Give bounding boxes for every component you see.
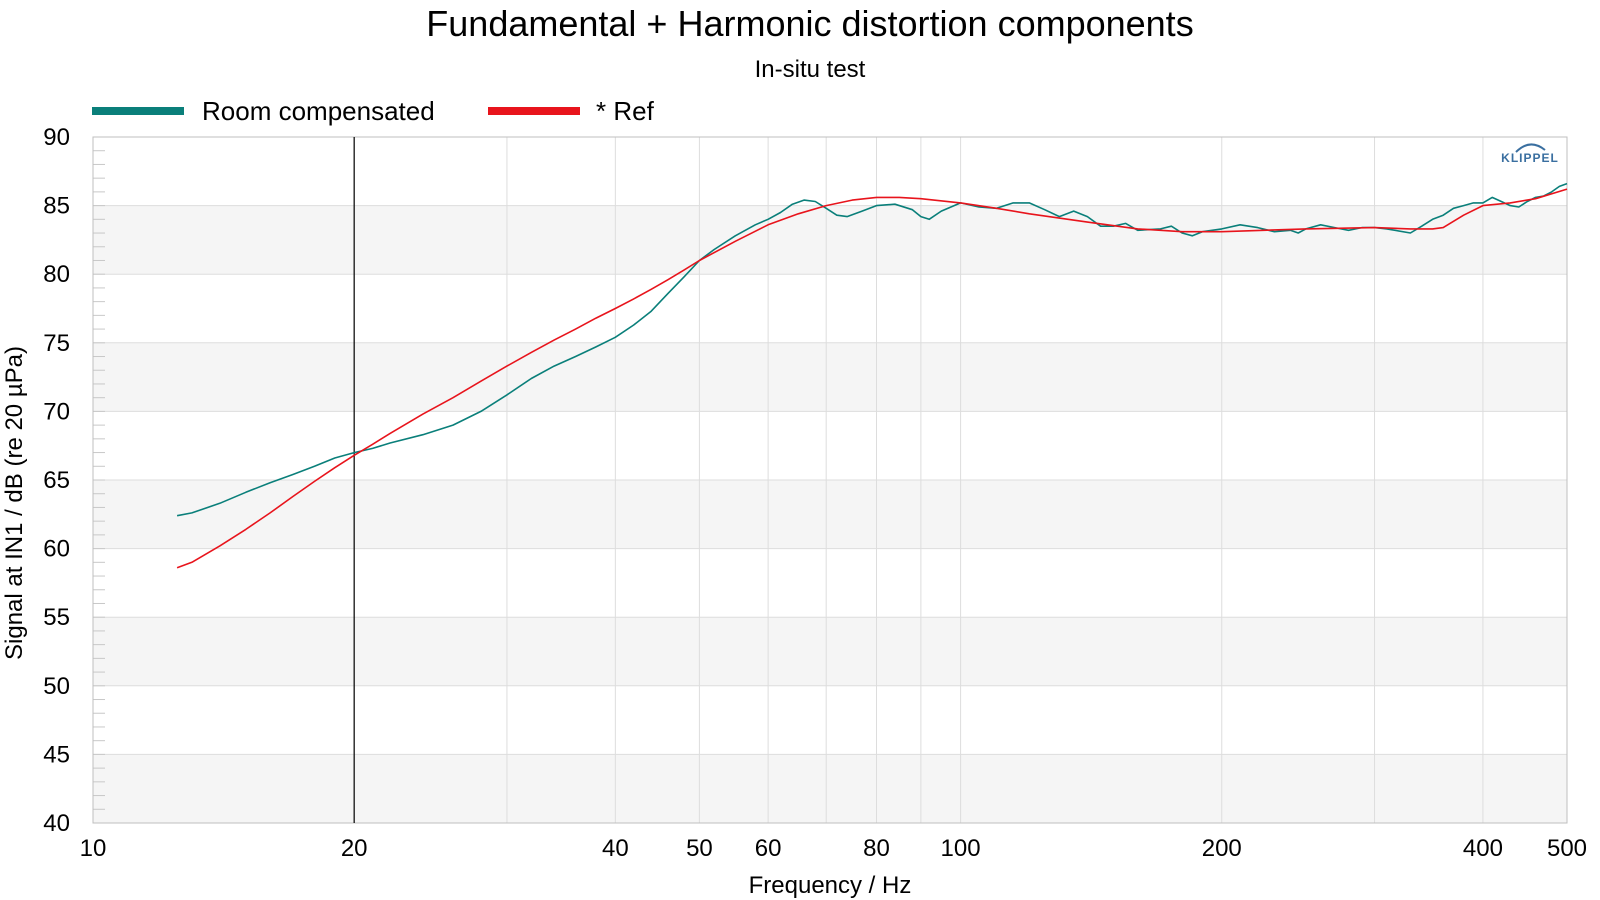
- plot-band: [93, 411, 1567, 480]
- y-tick-label: 60: [43, 536, 70, 563]
- x-tick-label: 500: [1547, 835, 1587, 862]
- y-tick-label: 85: [43, 193, 70, 220]
- series-lines: [176, 182, 1568, 569]
- x-tick-label: 400: [1463, 835, 1503, 862]
- legend-label-room-compensated: Room compensated: [202, 96, 435, 126]
- klippel-logo: KLIPPEL: [1501, 143, 1559, 165]
- y-tick-label: 45: [43, 741, 70, 768]
- series-line-ref: [176, 188, 1568, 569]
- plot-frame: [92, 136, 1568, 824]
- logo-arc-icon: [1515, 143, 1546, 153]
- x-tick-label: 100: [941, 835, 981, 862]
- y-axis-label: Signal at IN1 / dB (re 20 µPa): [1, 346, 28, 660]
- y-tick-label: 90: [43, 124, 70, 151]
- plot-band: [93, 274, 1567, 343]
- logo-text: KLIPPEL: [1501, 151, 1559, 165]
- plot-band: [93, 617, 1567, 686]
- y-minor-ticks: [93, 136, 105, 824]
- chart-title: Fundamental + Harmonic distortion compon…: [426, 3, 1193, 44]
- x-tick-label: 60: [755, 835, 782, 862]
- x-tick-labels: 10 20 40 50 60 80 100 200 400 500: [80, 835, 1587, 862]
- chart-subtitle: In-situ test: [755, 56, 866, 83]
- y-tick-label: 65: [43, 467, 70, 494]
- x-tick-label: 50: [686, 835, 713, 862]
- x-tick-label: 20: [341, 835, 368, 862]
- plot-band: [93, 205, 1567, 275]
- series-line-room-compensated: [176, 182, 1568, 517]
- plot-band: [93, 754, 1567, 823]
- legend-swatch-ref: [488, 107, 580, 115]
- plot-band: [93, 342, 1567, 412]
- y-tick-label: 55: [43, 604, 70, 631]
- x-tick-label: 80: [863, 835, 890, 862]
- y-tick-label: 70: [43, 398, 70, 425]
- x-tick-label: 40: [602, 835, 629, 862]
- y-tick-label: 50: [43, 673, 70, 700]
- legend: Room compensated * Ref: [92, 96, 655, 126]
- plot-band: [93, 480, 1567, 549]
- y-tick-label: 75: [43, 330, 70, 357]
- y-tick-label: 80: [43, 261, 70, 288]
- plot-band: [93, 685, 1567, 755]
- x-axis-label: Frequency / Hz: [749, 872, 912, 899]
- legend-swatch-room-compensated: [92, 107, 184, 115]
- y-tick-label: 40: [43, 810, 70, 837]
- x-tick-label: 10: [80, 835, 107, 862]
- x-tick-label: 200: [1202, 835, 1242, 862]
- plot-bands: [93, 137, 1567, 823]
- y-tick-labels: 40 45 50 55 60 65 70 75 80 85 90: [43, 124, 70, 837]
- plot-band: [93, 548, 1567, 618]
- legend-label-ref: * Ref: [596, 96, 655, 126]
- plot-band: [93, 137, 1567, 206]
